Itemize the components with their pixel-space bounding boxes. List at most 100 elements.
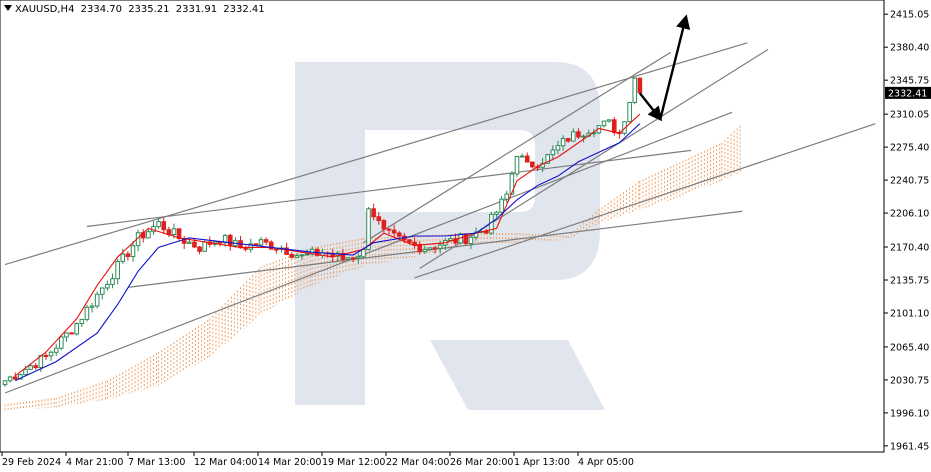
- candle-body: [64, 332, 69, 338]
- time-axis: 29 Feb 2024 4 Mar 21:00 7 Mar 13:00 12 Mar …: [1, 452, 634, 468]
- price-tick-label: 2415.05: [890, 10, 929, 21]
- candle-body: [432, 247, 438, 250]
- candle-body: [43, 354, 49, 357]
- time-tick-label: 7 Mar 13:00: [128, 457, 185, 468]
- candle-body: [504, 193, 510, 200]
- symbol-header: XAUUSD,H4 2334.70 2335.21 2331.91 2332.4…: [4, 4, 268, 15]
- candle-body: [187, 241, 192, 244]
- candle-body: [69, 332, 74, 335]
- candle-body: [304, 253, 310, 256]
- dropdown-triangle-icon[interactable]: [4, 5, 12, 11]
- candle-body: [468, 236, 474, 245]
- candle-body: [120, 253, 126, 262]
- candle-body: [499, 198, 504, 213]
- candle-body: [248, 243, 254, 250]
- candle-body: [227, 234, 233, 247]
- price-tick-label: 2170.40: [890, 243, 929, 254]
- candle-body: [74, 323, 79, 335]
- trendlines[interactable]: [4, 42, 876, 394]
- time-tick-label: 26 Mar 20:00: [450, 457, 513, 468]
- candle-body: [258, 239, 264, 246]
- candle-body: [253, 243, 259, 246]
- candle-body: [407, 239, 412, 243]
- candle-body: [437, 244, 443, 249]
- kijun-line: [15, 123, 641, 382]
- candle-body: [366, 208, 371, 250]
- candle-body: [412, 241, 417, 245]
- candle-body: [48, 351, 54, 357]
- price-tick-label: 2101.10: [890, 308, 929, 319]
- candle-body: [99, 287, 105, 295]
- candle-body: [453, 238, 458, 244]
- candle-body: [473, 231, 479, 238]
- watermark-r-leg: [430, 340, 605, 410]
- candle-body: [243, 247, 248, 250]
- candle-body: [581, 135, 586, 138]
- grid: [0, 0, 885, 453]
- indicator-lines: [14, 113, 641, 382]
- forecast-arrow-down: [638, 92, 663, 122]
- price-tick-label: 2310.05: [890, 110, 929, 121]
- price-tick-label: 2380.40: [890, 43, 929, 54]
- candle-body: [345, 257, 351, 260]
- price-tick-label: 1961.45: [890, 441, 929, 452]
- candle-body: [33, 365, 39, 369]
- candle-body: [391, 229, 397, 234]
- symbol-label: XAUUSD,H4: [15, 4, 75, 15]
- candle-body: [371, 208, 376, 218]
- candle-body: [2, 380, 8, 386]
- trendline: [363, 51, 671, 244]
- candle-body: [565, 138, 571, 142]
- candle-body: [202, 241, 207, 252]
- candle-body: [94, 293, 100, 307]
- time-tick-label: 22 Mar 04:00: [386, 457, 449, 468]
- price-tick-label: 2065.40: [890, 342, 929, 353]
- candle-body: [519, 155, 525, 158]
- candle-body: [53, 347, 59, 353]
- candle-body: [79, 318, 85, 325]
- plot-frame: [0, 0, 885, 453]
- candle-body: [268, 241, 274, 250]
- watermark-r-shape: [295, 62, 600, 405]
- candle-body: [376, 216, 382, 222]
- candle-body: [299, 254, 305, 257]
- candle-body: [12, 376, 18, 380]
- candle-body: [192, 241, 197, 248]
- candle-body: [632, 77, 638, 103]
- price-tick-label: 2275.40: [890, 143, 929, 154]
- candle-body: [176, 228, 182, 240]
- time-tick-label: 4 Apr 05:00: [578, 457, 634, 468]
- price-tick-label: 2030.75: [890, 375, 929, 386]
- candle-body: [156, 221, 161, 228]
- candle-body: [197, 246, 202, 252]
- candle-body: [530, 161, 535, 168]
- candle-body: [494, 211, 499, 215]
- high-value: 2335.21: [128, 4, 170, 15]
- candle-body: [396, 232, 402, 237]
- candle-body: [23, 368, 28, 376]
- candle-body: [125, 253, 131, 257]
- candle-body: [361, 248, 366, 258]
- candle-body: [381, 220, 387, 230]
- candle-body: [550, 149, 556, 156]
- candle-body: [161, 221, 167, 231]
- time-tick-label: 1 Apr 13:00: [514, 457, 570, 468]
- candle-body: [110, 278, 115, 285]
- candle-body: [571, 131, 576, 142]
- time-tick-label: 12 Mar 04:00: [194, 457, 257, 468]
- candle-body: [427, 247, 433, 250]
- candle-body: [514, 156, 520, 175]
- trendline: [4, 42, 748, 266]
- time-tick-label: 4 Mar 21:00: [66, 457, 123, 468]
- candle-body: [89, 305, 95, 308]
- time-tick-label: 29 Feb 2024: [2, 457, 61, 468]
- trendline: [86, 149, 692, 228]
- trendline: [4, 111, 733, 394]
- candle-body: [28, 365, 33, 370]
- low-value: 2331.91: [175, 4, 218, 15]
- candle-body: [7, 376, 13, 382]
- candle-body: [386, 228, 392, 231]
- tenkan-line: [14, 113, 641, 377]
